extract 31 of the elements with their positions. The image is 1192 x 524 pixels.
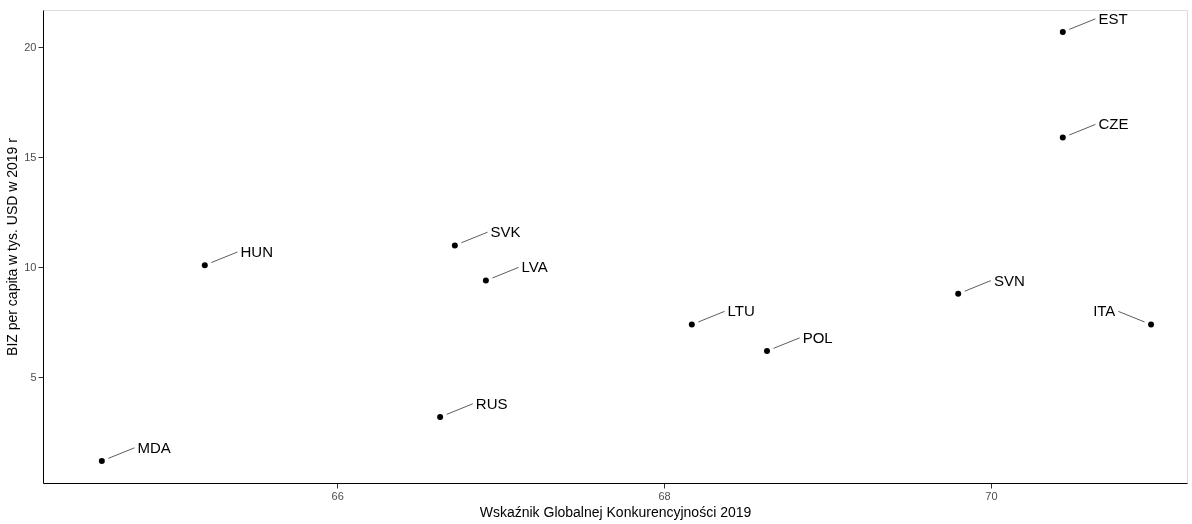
y-axis-title: BIZ per capita w tys. USD w 2019 r	[4, 137, 21, 356]
y-tick-label: 20	[24, 40, 37, 53]
point	[201, 262, 208, 269]
y-tick-label: 15	[24, 150, 37, 163]
annotation: SVN	[993, 271, 1025, 289]
annotation: POL	[802, 328, 833, 346]
point	[1059, 134, 1066, 141]
point	[482, 277, 489, 284]
point	[437, 414, 444, 420]
x-tick-label: 68	[658, 489, 671, 502]
y-tick-label: 10	[24, 260, 37, 273]
annotation: HUN	[240, 243, 273, 260]
x-axis-title: Wskaźnik Globalnej Konkurencyjności 2019	[479, 503, 752, 520]
x-tick-label: 70	[985, 489, 998, 502]
point	[688, 321, 695, 328]
x-tick-label: 66	[331, 489, 344, 502]
point	[98, 458, 105, 464]
point	[1059, 29, 1066, 35]
point	[763, 348, 770, 354]
point	[451, 242, 458, 249]
point	[955, 290, 962, 297]
annotation: EST	[1098, 9, 1128, 27]
annotation: LTU	[727, 302, 755, 320]
annotation: CZE	[1098, 115, 1129, 133]
y-tick-label: 5	[30, 370, 37, 383]
point	[1148, 321, 1155, 328]
annotation: SVK	[490, 223, 521, 241]
annotation: ITA	[1093, 302, 1116, 320]
annotation: MDA	[137, 438, 171, 456]
annotation: RUS	[475, 394, 508, 412]
annotation: LVA	[521, 258, 548, 276]
